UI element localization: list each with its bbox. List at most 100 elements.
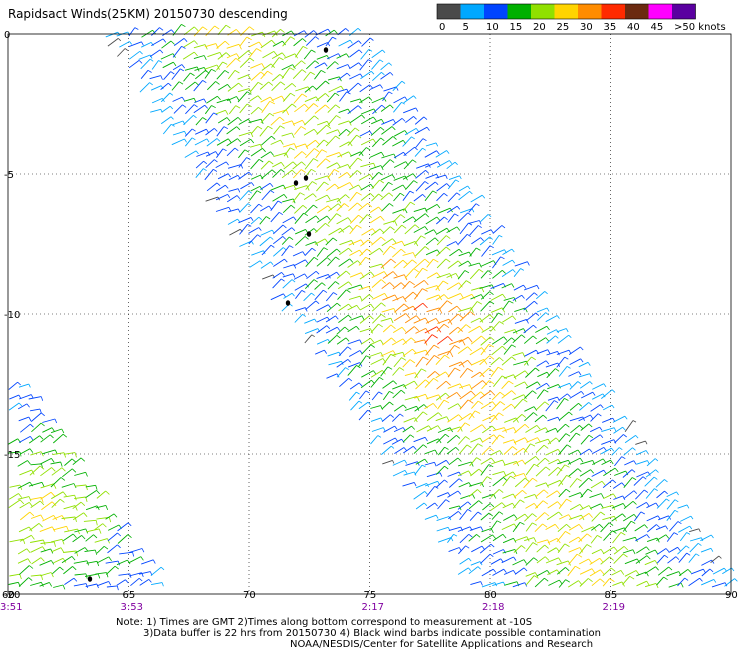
wind-barb (436, 526, 449, 532)
wind-barb (502, 439, 514, 444)
wind-barb-feather (72, 566, 77, 571)
wind-barb-feather (368, 49, 373, 52)
wind-barb (570, 425, 580, 434)
wind-barb (558, 579, 566, 588)
wind-barb (381, 182, 389, 192)
wind-barb (449, 248, 460, 257)
wind-barb-feather (59, 566, 64, 571)
wind-barb (361, 108, 375, 115)
wind-barb-feather (336, 115, 341, 119)
wind-barb-feather (283, 194, 288, 199)
wind-barb (141, 41, 152, 48)
wind-barb (149, 75, 161, 80)
wind-barb (414, 368, 422, 379)
wind-barb (490, 520, 498, 531)
wind-barb (251, 174, 261, 180)
wind-barb (382, 294, 396, 301)
wind-barb (512, 328, 524, 334)
wind-barb-feather (173, 61, 177, 67)
wind-barb-feather (236, 29, 241, 34)
wind-barb (458, 336, 469, 343)
wind-barb-feather (250, 132, 254, 138)
wind-barb-feather (565, 531, 571, 535)
wind-barb-feather (301, 151, 307, 156)
wind-barb (426, 258, 434, 268)
wind-barb-feather (632, 501, 637, 505)
wind-barb-feather (516, 461, 520, 467)
wind-barb (349, 224, 358, 235)
wind-barb-feather (477, 400, 484, 405)
wind-barb (250, 126, 259, 135)
wind-barb-feather (369, 84, 373, 89)
wind-barb-feather (537, 381, 541, 386)
wind-barb (480, 512, 490, 521)
wind-barb-feather (348, 314, 352, 319)
wind-barb-feather (448, 319, 453, 325)
wind-barb (183, 40, 195, 48)
wind-barb-feather (203, 168, 207, 172)
wind-barb (513, 268, 521, 277)
wind-barb-feather (663, 576, 668, 581)
wind-barb (514, 318, 527, 324)
wind-barb-feather (613, 439, 617, 444)
wind-barb-feather (394, 425, 398, 430)
wind-barb-feather (400, 389, 406, 394)
wind-barb-feather (436, 285, 440, 292)
wind-barb-feather (85, 583, 88, 589)
wind-barb (19, 534, 32, 542)
wind-barb-feather (411, 425, 415, 430)
wind-barb (40, 467, 52, 477)
wind-barb-feather (498, 412, 504, 417)
wind-barb-feather (493, 415, 498, 421)
wind-barb (502, 502, 513, 509)
wind-barb (535, 444, 545, 454)
wind-barb (425, 204, 438, 212)
wind-barb-feather (138, 60, 143, 64)
wind-barb-feather (545, 360, 550, 365)
wind-barb (602, 578, 610, 587)
wind-barb (95, 572, 107, 575)
wind-barb-feather (225, 52, 231, 57)
wind-barb-feather (358, 382, 363, 387)
wind-barb-feather (510, 475, 516, 480)
wind-barb (424, 403, 434, 410)
wind-barb (29, 523, 40, 531)
wind-barb-feather (300, 126, 307, 130)
wind-barb (63, 505, 76, 510)
wind-barb-feather (577, 449, 582, 455)
wind-barb-feather (578, 536, 583, 542)
wind-barb (326, 61, 336, 70)
wind-barb-feather (591, 568, 596, 574)
wind-barb (435, 354, 445, 366)
wind-barb-feather (446, 300, 453, 305)
wind-barb-feather (356, 326, 360, 330)
wind-barb (361, 344, 372, 355)
wind-barb (457, 461, 472, 467)
wind-barb-feather (489, 355, 495, 360)
wind-barb (171, 138, 185, 146)
wind-barb-feather (513, 538, 517, 543)
wind-barb (381, 414, 391, 422)
wind-barb (492, 568, 505, 576)
wind-barb-feather (314, 60, 320, 65)
wind-barb-feather (29, 436, 34, 441)
wind-barb (260, 39, 272, 49)
wind-barb-feather (391, 445, 395, 449)
wind-barb (479, 284, 493, 290)
wind-barb-feather (532, 513, 537, 518)
wind-barb (315, 93, 326, 102)
wind-barb (216, 126, 225, 137)
wind-barb (688, 577, 700, 587)
wind-barb-feather (434, 237, 439, 242)
wind-barb (337, 289, 347, 300)
wind-barb-feather (556, 569, 561, 575)
wind-barb (238, 131, 251, 137)
wind-barb-feather (400, 214, 406, 219)
wind-barb-feather (421, 368, 427, 372)
wind-barb-feather (588, 423, 593, 428)
wind-barb (424, 326, 438, 334)
wind-barb (447, 426, 461, 432)
wind-barb-feather (579, 504, 584, 510)
wind-barb-feather (521, 545, 526, 549)
wind-barb-feather (426, 126, 430, 131)
